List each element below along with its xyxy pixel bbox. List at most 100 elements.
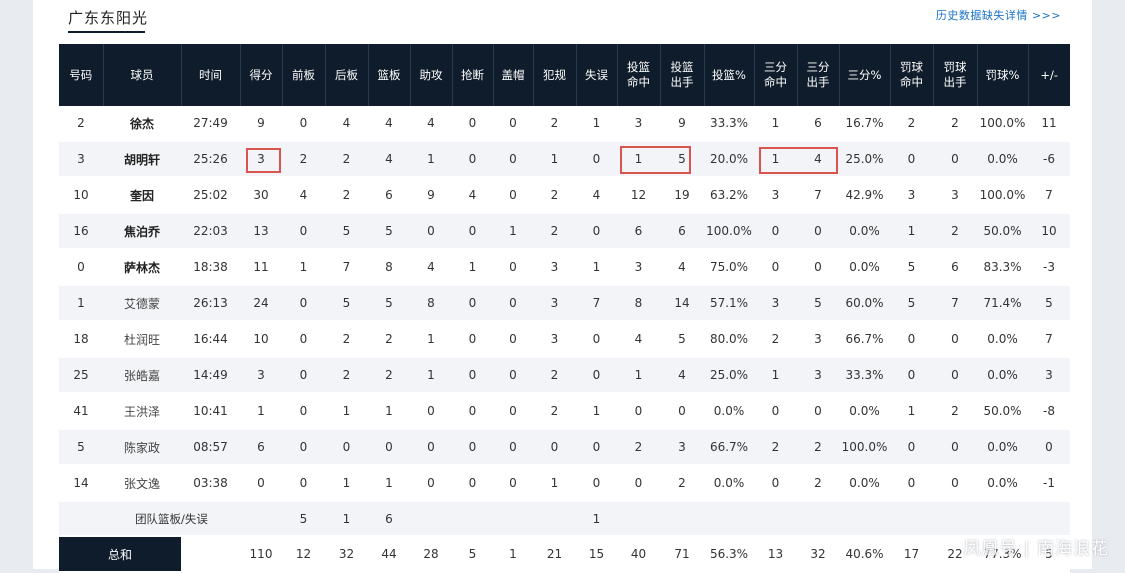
column-header: 后板 <box>324 44 368 106</box>
stat-pm: -3 <box>1028 249 1070 286</box>
column-header: 三分 出手 <box>796 44 839 106</box>
stat-tpa: 2 <box>797 465 839 502</box>
stat-oreb: 0 <box>282 285 325 322</box>
player-name[interactable]: 张文逸 <box>103 465 181 502</box>
player-name[interactable]: 艾德蒙 <box>103 285 181 322</box>
stat-fgp: 20.0% <box>704 141 754 178</box>
player-name[interactable]: 奎因 <box>103 177 181 214</box>
stat-fgp: 66.7% <box>704 429 754 466</box>
stat-dreb: 2 <box>325 141 368 178</box>
history-missing-link[interactable]: 历史数据缺失详情 >>> <box>935 9 1061 22</box>
stat-tov: 0 <box>576 357 617 394</box>
total-fgp: 56.3% <box>704 536 754 573</box>
stat-ftm: 5 <box>890 249 933 286</box>
stat-pts: 1 <box>240 393 282 430</box>
stat-blk: 0 <box>493 106 533 142</box>
stat-tov: 0 <box>576 465 617 502</box>
player-name[interactable]: 焦泊乔 <box>103 213 181 250</box>
stat-blk: 0 <box>493 285 533 322</box>
stat-pm: -8 <box>1028 393 1070 430</box>
stat-blk: 0 <box>493 177 533 214</box>
stat-ast: 1 <box>410 357 452 394</box>
stat-reb: 0 <box>368 429 410 466</box>
player-name[interactable]: 胡明轩 <box>103 141 181 178</box>
stat-pts: 6 <box>240 429 282 466</box>
stat-pm: 5 <box>1028 285 1070 322</box>
stat-stl: 0 <box>452 106 493 142</box>
stat-fta: 6 <box>933 249 977 286</box>
stat-fga: 6 <box>660 213 704 250</box>
stat-tpa: 7 <box>797 177 839 214</box>
stat-ftm: 0 <box>890 429 933 466</box>
stat-dreb: 5 <box>325 285 368 322</box>
stat-oreb: 2 <box>282 141 325 178</box>
stat-reb: 5 <box>368 213 410 250</box>
stat-time: 25:02 <box>181 177 240 214</box>
player-name[interactable]: 杜润旺 <box>103 321 181 358</box>
stat-stl: 0 <box>452 321 493 358</box>
stat-pf: 2 <box>533 393 576 430</box>
stat-fta: 2 <box>933 106 977 142</box>
total-fta: 22 <box>933 536 977 573</box>
stat-pm: 7 <box>1028 321 1070 358</box>
stat-stl: 0 <box>452 429 493 466</box>
player-name[interactable]: 王洪泽 <box>103 393 181 430</box>
stat-fgm: 3 <box>617 106 660 142</box>
player-row: 16 焦泊乔 22:03 13 0 5 5 0 0 1 2 0 6 6 100.0% 0 0 0.0% 1 2 50.0… <box>59 213 1070 250</box>
stat-no: 2 <box>59 106 103 142</box>
stat-fga: 4 <box>660 249 704 286</box>
stat-tpa: 0 <box>797 249 839 286</box>
stat-fta: 2 <box>933 213 977 250</box>
stat-stl: 0 <box>452 393 493 430</box>
table-body: 2 徐杰 27:49 9 0 4 4 4 0 0 2 1 3 9 33.3% 1 6 16.7% 2 2 100.0% 1… <box>59 106 1070 573</box>
total-tov: 15 <box>576 536 617 573</box>
column-header: 篮板 <box>367 44 410 106</box>
stat-fgm: 12 <box>617 177 660 214</box>
stat-reb: 2 <box>368 357 410 394</box>
stat-pf: 0 <box>533 429 576 466</box>
stat-tpa: 4 <box>797 141 839 178</box>
team-row-empty <box>797 501 839 537</box>
stat-ast: 1 <box>410 141 452 178</box>
stat-tpp: 25.0% <box>839 141 890 178</box>
stat-no: 0 <box>59 249 103 286</box>
total-tpm: 13 <box>754 536 797 573</box>
stat-ftm: 0 <box>890 321 933 358</box>
stat-fta: 7 <box>933 285 977 322</box>
player-name[interactable]: 徐杰 <box>103 106 181 142</box>
stat-tov: 0 <box>576 321 617 358</box>
stat-ftm: 5 <box>890 285 933 322</box>
player-name[interactable]: 张皓嘉 <box>103 357 181 394</box>
stat-time: 18:38 <box>181 249 240 286</box>
stat-oreb: 0 <box>282 465 325 502</box>
stat-fta: 0 <box>933 429 977 466</box>
stat-tpm: 0 <box>754 213 797 250</box>
stat-fga: 5 <box>660 321 704 358</box>
stat-reb: 8 <box>368 249 410 286</box>
stat-fgp: 80.0% <box>704 321 754 358</box>
player-name[interactable]: 萨林杰 <box>103 249 181 286</box>
stat-ast: 4 <box>410 249 452 286</box>
stat-tpa: 2 <box>797 429 839 466</box>
stat-fgp: 75.0% <box>704 249 754 286</box>
stat-ftp: 0.0% <box>977 465 1028 502</box>
total-fgm: 40 <box>617 536 660 573</box>
stat-tpa: 0 <box>797 393 839 430</box>
stat-ast: 4 <box>410 106 452 142</box>
column-header: 罚球 命中 <box>889 44 933 106</box>
stat-tov: 4 <box>576 177 617 214</box>
column-header: 前板 <box>281 44 325 106</box>
stat-blk: 0 <box>493 429 533 466</box>
team-row-oreb: 5 <box>282 501 325 537</box>
stat-pf: 2 <box>533 357 576 394</box>
stat-blk: 0 <box>493 393 533 430</box>
stat-ftm: 3 <box>890 177 933 214</box>
stat-tpp: 33.3% <box>839 357 890 394</box>
stat-dreb: 5 <box>325 213 368 250</box>
player-name[interactable]: 陈家政 <box>103 429 181 466</box>
total-ftm: 17 <box>890 536 933 573</box>
total-ast: 28 <box>410 536 452 573</box>
stat-ftm: 0 <box>890 141 933 178</box>
stat-dreb: 4 <box>325 106 368 142</box>
stat-pf: 2 <box>533 213 576 250</box>
